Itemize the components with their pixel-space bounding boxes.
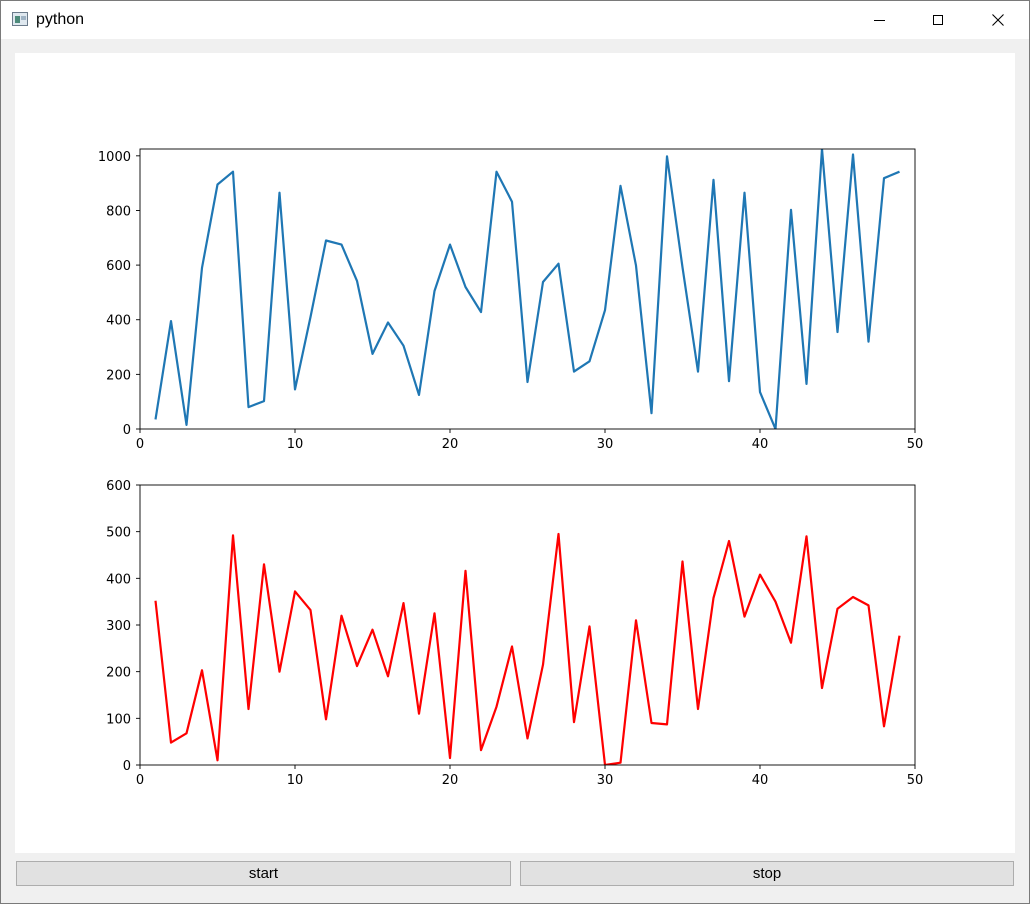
y-tick-label: 0 xyxy=(123,759,131,774)
title-bar[interactable]: python xyxy=(1,1,1029,39)
subplot-1: 0 10 20 30 40 50 0 200 400 600 800 1000 xyxy=(98,148,924,452)
x-tick-label: 20 xyxy=(442,437,459,452)
y-tick-label: 100 xyxy=(106,712,131,727)
y-tick-label: 200 xyxy=(106,666,131,681)
maximize-button[interactable] xyxy=(908,1,968,39)
y-tick-label: 400 xyxy=(106,314,131,329)
series-line xyxy=(154,149,900,429)
x-tick-label: 0 xyxy=(136,437,144,452)
figure-canvas: 0 10 20 30 40 50 0 200 400 600 800 1000 0 10 20 30 40 50 0… xyxy=(15,53,1015,853)
axes-frame xyxy=(139,148,916,430)
y-tick-label: 600 xyxy=(106,479,131,494)
x-tick-label: 50 xyxy=(907,773,924,788)
y-tick-label: 600 xyxy=(106,259,131,274)
y-tick-label: 500 xyxy=(106,526,131,541)
axes-frame xyxy=(139,484,916,766)
y-tick-label: 800 xyxy=(106,204,131,219)
maximize-icon xyxy=(933,15,943,25)
y-tick-label: 0 xyxy=(123,423,131,438)
window-title: python xyxy=(36,11,85,28)
x-tick-label: 0 xyxy=(136,773,144,788)
close-icon xyxy=(992,14,1004,26)
start-button[interactable]: start xyxy=(16,861,511,886)
x-tick-label: 10 xyxy=(287,773,304,788)
x-tick-label: 10 xyxy=(287,437,304,452)
y-tick-label: 1000 xyxy=(98,150,131,165)
y-tick-label: 300 xyxy=(106,619,131,634)
series-line xyxy=(154,532,901,765)
minimize-icon xyxy=(873,19,885,21)
x-tick-label: 40 xyxy=(752,773,769,788)
x-tick-label: 40 xyxy=(752,437,769,452)
minimize-button[interactable] xyxy=(849,1,909,39)
x-tick-label: 30 xyxy=(597,773,614,788)
x-tick-label: 30 xyxy=(597,437,614,452)
stop-button[interactable]: stop xyxy=(520,861,1014,886)
x-tick-label: 20 xyxy=(442,773,459,788)
x-tick-label: 50 xyxy=(907,437,924,452)
close-button[interactable] xyxy=(968,1,1028,39)
y-tick-label: 400 xyxy=(106,572,131,587)
y-tick-label: 200 xyxy=(106,368,131,383)
app-icon xyxy=(12,12,28,26)
